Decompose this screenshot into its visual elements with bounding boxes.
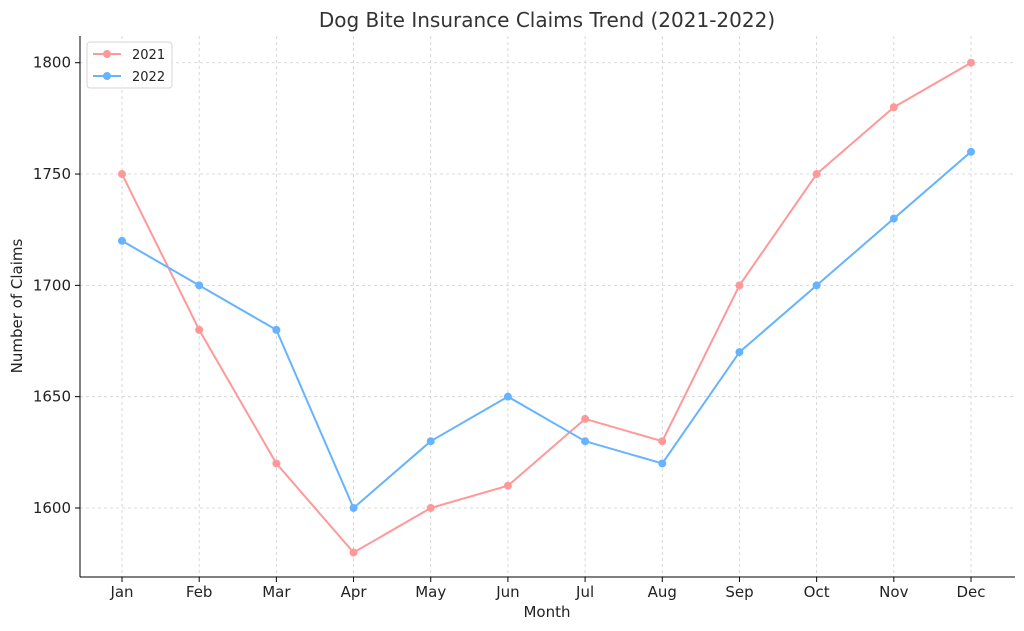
- x-tick-label: Jan: [109, 583, 133, 601]
- data-point: [658, 437, 667, 446]
- data-point: [581, 437, 590, 446]
- x-tick-label: Jul: [575, 583, 594, 601]
- y-tick-label: 1750: [33, 165, 71, 183]
- legend-swatch-marker: [103, 50, 111, 58]
- legend: 2021 2022: [86, 41, 173, 89]
- y-tick-label: 1700: [33, 276, 71, 294]
- x-tick-label: Jun: [495, 583, 519, 601]
- data-point: [503, 392, 512, 401]
- axes: [79, 36, 1015, 578]
- y-tick-label: 1800: [33, 54, 71, 72]
- x-tick-label: Sep: [725, 583, 753, 601]
- legend-item: 2021: [93, 48, 165, 63]
- series-2022: [118, 147, 975, 512]
- data-point: [812, 281, 821, 290]
- x-axis-label: Month: [523, 603, 570, 621]
- data-point: [195, 325, 204, 334]
- data-point: [889, 103, 898, 112]
- x-tick-label: May: [415, 583, 446, 601]
- data-point: [349, 503, 358, 512]
- x-tick-label: Nov: [879, 583, 908, 601]
- data-point: [118, 170, 126, 179]
- y-tick-label: 1650: [33, 388, 71, 406]
- data-point: [426, 437, 435, 446]
- series-2021: [118, 58, 975, 557]
- data-point: [272, 325, 281, 334]
- x-tick-label: Feb: [186, 583, 213, 601]
- y-tick-label: 1600: [33, 499, 71, 517]
- x-tick-label: Aug: [648, 583, 677, 601]
- series-line-2022: [121, 151, 972, 509]
- x-tick-label: Dec: [956, 583, 985, 601]
- legend-label: 2022: [132, 70, 165, 85]
- data-point: [118, 236, 126, 245]
- series: [118, 58, 975, 557]
- data-point: [658, 459, 667, 468]
- x-tick-label: Apr: [341, 583, 368, 601]
- y-axis-label: Number of Claims: [8, 238, 26, 373]
- grid: [80, 36, 1015, 577]
- data-point: [349, 548, 358, 557]
- series-line-2021: [121, 61, 972, 554]
- data-point: [426, 503, 435, 512]
- chart-title: Dog Bite Insurance Claims Trend (2021-20…: [319, 8, 775, 32]
- tick-labels: Jan Feb Mar Apr May Jun Jul Aug Sep Oct Nov Dec 1600…: [33, 54, 986, 601]
- legend-item: 2022: [93, 70, 165, 85]
- legend-label: 2021: [132, 48, 165, 63]
- data-point: [967, 147, 975, 156]
- data-point: [581, 414, 590, 423]
- x-tick-label: Mar: [262, 583, 291, 601]
- data-point: [735, 281, 744, 290]
- data-point: [272, 459, 281, 468]
- data-point: [812, 170, 821, 179]
- data-point: [889, 214, 898, 223]
- data-point: [735, 348, 744, 357]
- x-tick-label: Oct: [804, 583, 830, 601]
- data-point: [967, 58, 975, 67]
- legend-swatch-marker: [103, 72, 111, 80]
- data-point: [195, 281, 204, 290]
- data-point: [503, 481, 512, 490]
